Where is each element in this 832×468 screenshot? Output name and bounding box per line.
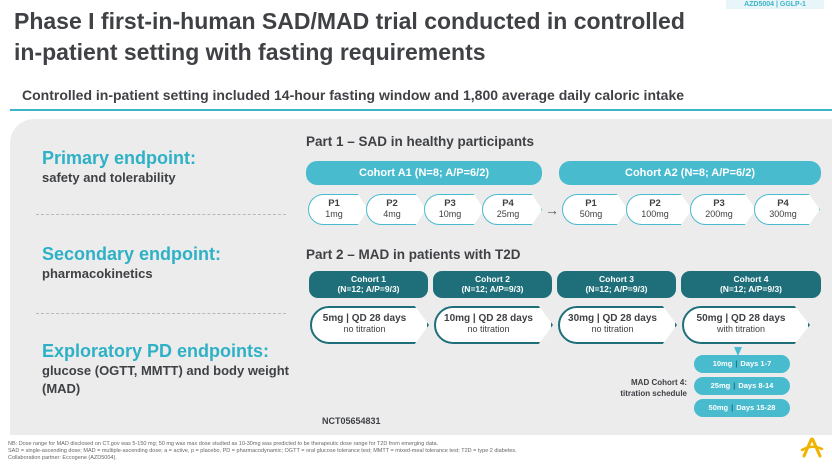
titration-step-1: 10mg | Days 1-7 — [694, 355, 790, 373]
cohort-a1-label: Cohort A1 (N=8; A/P=6/2) — [306, 161, 542, 185]
titration-note: no titration — [591, 324, 634, 334]
titration-days: Days 1-7 — [740, 359, 772, 368]
sad-dose-a2-p2: P2 100mg — [626, 194, 692, 225]
dose-period: P3 — [444, 198, 456, 209]
dose-period: P4 — [502, 198, 514, 209]
exploratory-endpoint: Exploratory PD endpoints: glucose (OGTT,… — [42, 341, 292, 398]
label-line: titration schedule — [620, 389, 687, 398]
cohort-name: Cohort 2 — [475, 274, 510, 284]
title-divider — [10, 109, 832, 111]
mad-cohort-1-header: Cohort 1 (N=12; A/P=9/3) — [309, 271, 428, 298]
exploratory-endpoint-text: glucose (OGTT, MMTT) and body weight (MA… — [42, 363, 289, 396]
sad-dose-a1-p1: P1 1mg — [308, 194, 368, 225]
dose-amount: 10mg — [438, 209, 462, 219]
secondary-endpoint: Secondary endpoint: pharmacokinetics — [42, 244, 221, 283]
part2-title: Part 2 – MAD in patients with T2D — [306, 247, 521, 262]
titration-note: no titration — [343, 324, 386, 334]
dose-regimen: 50mg | QD 28 days — [696, 313, 786, 324]
dose-period: P1 — [585, 198, 597, 209]
sad-dose-a2-p3: P3 200mg — [690, 194, 756, 225]
dose-period: P2 — [386, 198, 398, 209]
titration-step-3: 50mg | Days 15-28 — [694, 399, 790, 417]
secondary-endpoint-text: pharmacokinetics — [42, 266, 153, 281]
titration-note: with titration — [716, 324, 766, 334]
part1-title: Part 1 – SAD in healthy participants — [306, 134, 535, 149]
titration-dose: 25mg — [710, 381, 731, 390]
cohort-name: Cohort 1 — [351, 274, 386, 284]
dose-amount: 50mg — [579, 209, 603, 219]
dose-regimen: 30mg | QD 28 days — [568, 313, 657, 324]
titration-dose: 50mg — [708, 403, 729, 412]
trial-id: NCT05654831 — [322, 416, 381, 426]
footnote: SAD = single-ascending dose; MAD = multi… — [8, 448, 517, 454]
dose-period: P2 — [649, 198, 661, 209]
dose-regimen: 10mg | QD 28 days — [444, 313, 533, 324]
dose-period: P3 — [713, 198, 725, 209]
sad-dose-a2-p1: P1 50mg — [562, 194, 628, 225]
sad-dose-a1-p3: P3 10mg — [424, 194, 484, 225]
primary-endpoint-text: safety and tolerability — [42, 170, 176, 185]
cohort-size: (N=12; A/P=9/3) — [461, 284, 524, 294]
sad-dose-a2-p4: P4 300mg — [754, 194, 820, 225]
label-line: MAD Cohort 4: — [631, 378, 687, 387]
mad-cohort-1-dose: 5mg | QD 28 days no titration — [310, 306, 429, 344]
exploratory-endpoint-heading: Exploratory PD endpoints: — [42, 341, 270, 361]
arrow-right-icon: → — [545, 202, 559, 218]
dose-amount: 200mg — [705, 209, 733, 219]
primary-endpoint: Primary endpoint: safety and tolerabilit… — [42, 148, 196, 187]
slide-subtitle: Controlled in-patient setting included 1… — [22, 87, 685, 103]
dose-period: P4 — [777, 198, 789, 209]
cohort-name: Cohort 4 — [733, 274, 769, 284]
cohort-size: (N=12; A/P=9/3) — [719, 284, 783, 294]
cohort-size: (N=12; A/P=9/3) — [337, 284, 400, 294]
sad-dose-a1-p2: P2 4mg — [366, 194, 426, 225]
cohort-size: (N=12; A/P=9/3) — [585, 284, 648, 294]
titration-days: Days 8-14 — [738, 381, 774, 390]
endpoint-divider — [36, 313, 286, 314]
dose-regimen: 5mg | QD 28 days — [322, 313, 407, 324]
dose-amount: 25mg — [496, 209, 520, 219]
sad-dose-a1-p4: P4 25mg — [482, 194, 542, 225]
endpoint-divider — [36, 214, 286, 215]
dose-amount: 4mg — [383, 209, 401, 219]
primary-endpoint-heading: Primary endpoint: — [42, 148, 197, 168]
titration-dose: 10mg — [712, 359, 733, 368]
mad-cohort-4-header: Cohort 4 (N=12; A/P=9/3) — [681, 271, 821, 298]
mad-cohort-3-dose: 30mg | QD 28 days no titration — [558, 306, 677, 344]
titration-days: Days 15-28 — [736, 403, 776, 412]
arrow-down-icon — [734, 347, 742, 356]
secondary-endpoint-heading: Secondary endpoint: — [42, 244, 222, 264]
cohort-name: Cohort 3 — [599, 274, 634, 284]
mad-cohort-4-dose: 50mg | QD 28 days with titration — [682, 306, 810, 344]
footnote: NB: Dose range for MAD disclosed on CT.g… — [8, 441, 439, 447]
titration-schedule-label: MAD Cohort 4: titration schedule — [602, 377, 687, 399]
dose-amount: 100mg — [641, 209, 669, 219]
titration-step-2: 25mg | Days 8-14 — [694, 377, 790, 395]
footnote: Collaboration partner: Eccogene (AZD5004… — [8, 455, 117, 461]
mad-cohort-2-header: Cohort 2 (N=12; A/P=9/3) — [433, 271, 552, 298]
company-logo-icon — [800, 437, 824, 458]
dose-amount: 300mg — [769, 209, 797, 219]
dose-period: P1 — [328, 198, 340, 209]
cohort-a2-label: Cohort A2 (N=8; A/P=6/2) — [559, 161, 821, 185]
titration-note: no titration — [467, 324, 510, 334]
slide-title: Phase I first-in-human SAD/MAD trial con… — [14, 8, 685, 65]
mad-cohort-3-header: Cohort 3 (N=12; A/P=9/3) — [557, 271, 676, 298]
mad-cohort-2-dose: 10mg | QD 28 days no titration — [434, 306, 553, 344]
dose-amount: 1mg — [325, 209, 343, 219]
product-tag: AZD5004 | GGLP-1 — [726, 0, 824, 9]
